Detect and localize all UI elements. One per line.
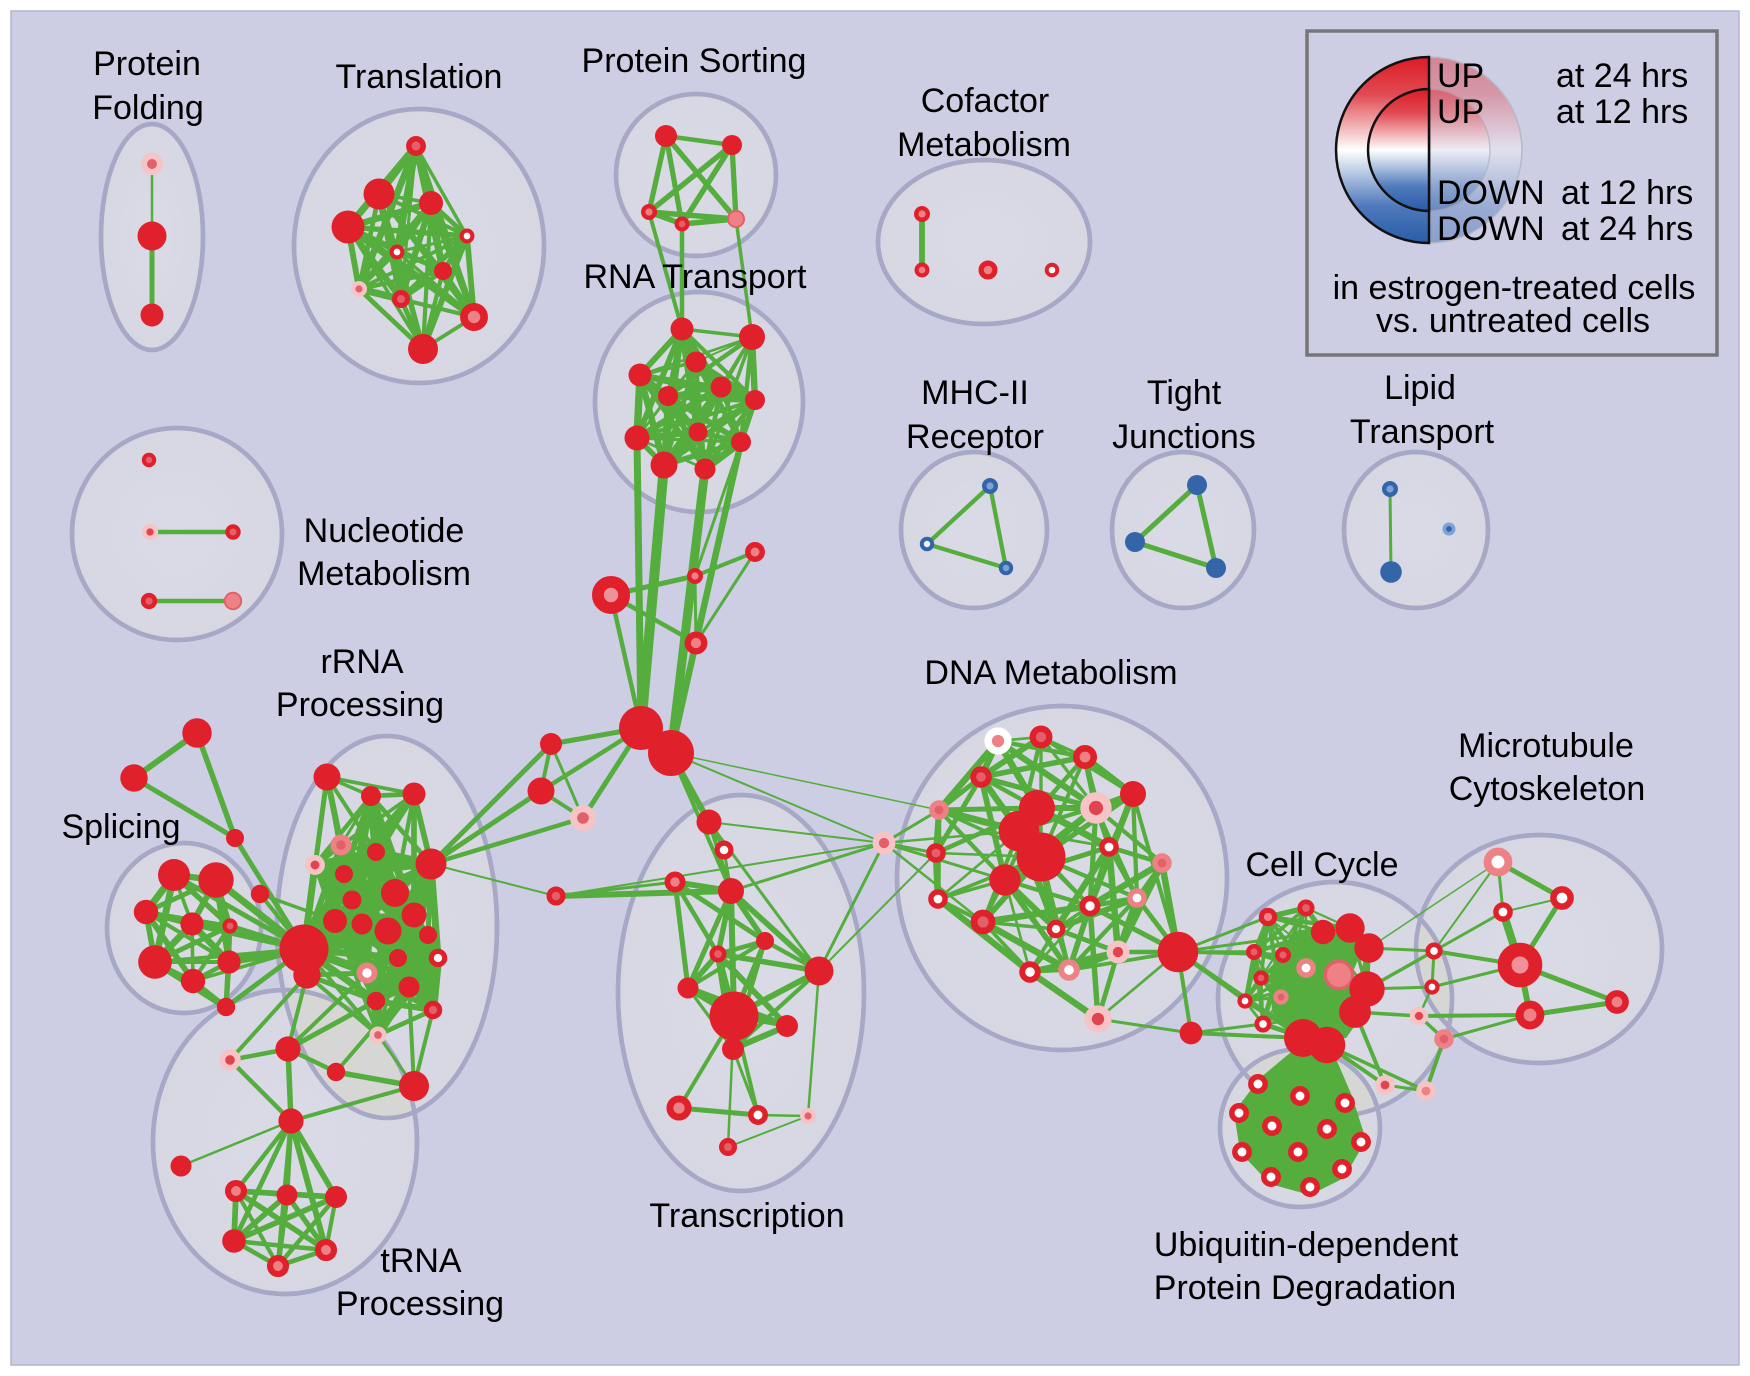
svg-text:Translation: Translation	[336, 58, 503, 96]
svg-text:DOWN: DOWN	[1437, 210, 1545, 248]
svg-text:DNA Metabolism: DNA Metabolism	[924, 654, 1177, 692]
svg-text:Metabolism: Metabolism	[897, 126, 1071, 164]
svg-text:UP: UP	[1437, 93, 1484, 131]
svg-text:Protein: Protein	[93, 45, 201, 83]
svg-text:Protein Degradation: Protein Degradation	[1154, 1269, 1456, 1307]
svg-text:Microtubule: Microtubule	[1458, 727, 1634, 765]
svg-text:Cell Cycle: Cell Cycle	[1245, 846, 1398, 884]
svg-text:at 24 hrs: at 24 hrs	[1561, 210, 1693, 248]
svg-text:Tight: Tight	[1147, 374, 1222, 412]
svg-text:DOWN: DOWN	[1437, 174, 1545, 212]
svg-text:Transcription: Transcription	[649, 1197, 844, 1235]
svg-text:Ubiquitin-dependent: Ubiquitin-dependent	[1154, 1226, 1459, 1264]
svg-text:Cytoskeleton: Cytoskeleton	[1449, 770, 1646, 808]
svg-text:Cofactor: Cofactor	[921, 82, 1050, 120]
svg-text:rRNA: rRNA	[320, 643, 403, 681]
svg-text:Nucleotide: Nucleotide	[304, 512, 465, 550]
svg-text:Processing: Processing	[336, 1285, 504, 1323]
svg-text:Transport: Transport	[1350, 413, 1495, 451]
svg-text:vs. untreated cells: vs. untreated cells	[1376, 302, 1650, 340]
svg-text:Splicing: Splicing	[61, 808, 180, 846]
svg-text:in estrogen-treated cells: in estrogen-treated cells	[1333, 269, 1696, 307]
svg-text:Junctions: Junctions	[1112, 418, 1256, 456]
svg-text:Metabolism: Metabolism	[297, 555, 471, 593]
svg-text:at 12 hrs: at 12 hrs	[1561, 174, 1693, 212]
svg-text:at 12 hrs: at 12 hrs	[1556, 93, 1688, 131]
svg-text:RNA Transport: RNA Transport	[584, 258, 808, 296]
svg-text:Receptor: Receptor	[906, 418, 1044, 456]
svg-text:tRNA: tRNA	[380, 1242, 462, 1280]
svg-text:MHC-II: MHC-II	[921, 374, 1029, 412]
svg-text:at 24 hrs: at 24 hrs	[1556, 57, 1688, 95]
svg-text:UP: UP	[1437, 57, 1484, 95]
svg-text:Processing: Processing	[276, 686, 444, 724]
svg-text:Lipid: Lipid	[1384, 369, 1456, 407]
svg-text:Protein Sorting: Protein Sorting	[582, 42, 807, 80]
svg-text:Folding: Folding	[92, 89, 204, 127]
